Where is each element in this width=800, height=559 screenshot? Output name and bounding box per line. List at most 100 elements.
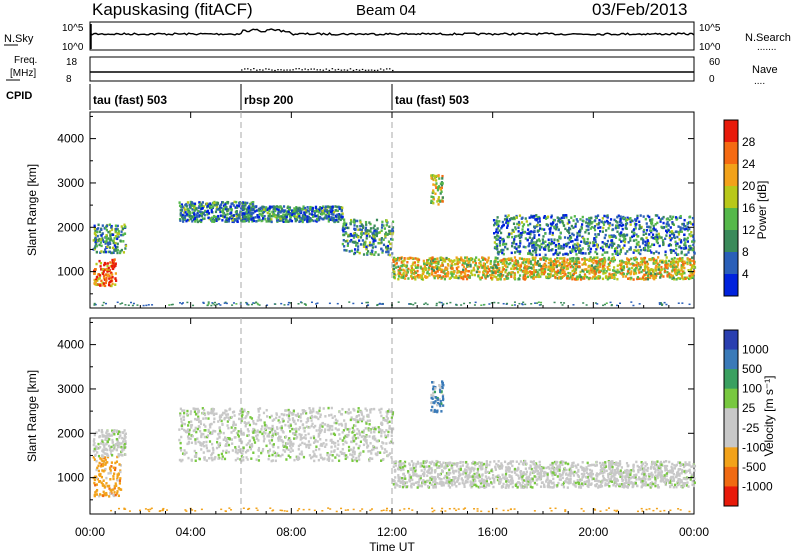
power-cell	[386, 224, 388, 227]
power-cell	[226, 303, 228, 305]
velocity-cell	[120, 453, 122, 456]
power-cell	[583, 238, 585, 241]
velocity-cell	[366, 446, 368, 449]
power-cell	[512, 242, 514, 245]
velocity-cell	[181, 427, 183, 430]
power-cell	[527, 276, 529, 279]
power-cell	[366, 252, 368, 255]
nave-dot	[347, 70, 349, 71]
velocity-cell	[386, 450, 388, 453]
power-cell	[558, 244, 560, 247]
power-cell	[514, 274, 516, 277]
power-cell	[635, 272, 637, 275]
velocity-cell	[285, 435, 287, 438]
power-cell	[204, 214, 206, 217]
power-cell	[675, 278, 677, 281]
power-cell	[578, 265, 580, 268]
velocity-cell	[303, 436, 305, 439]
power-cell	[460, 271, 462, 274]
power-cell	[224, 203, 226, 206]
nave-dot	[356, 69, 358, 70]
velocity-cell	[103, 460, 105, 463]
velocity-cell	[303, 430, 305, 433]
velocity-cell	[330, 450, 332, 453]
power-cell	[507, 277, 509, 280]
power-cell	[209, 202, 211, 205]
power-cell	[508, 257, 510, 260]
velocity-cell	[95, 490, 97, 493]
power-cell	[446, 273, 448, 276]
velocity-cell	[312, 450, 314, 453]
power-cell	[669, 215, 671, 218]
power-cell	[151, 304, 153, 306]
power-cell	[383, 244, 385, 247]
power-cell	[619, 303, 621, 305]
power-cell	[598, 222, 600, 225]
power-cell	[564, 236, 566, 239]
power-cell	[557, 260, 559, 263]
power-cell	[309, 208, 311, 211]
power-cell	[393, 276, 395, 279]
power-cell	[206, 305, 208, 307]
power-cell	[511, 252, 513, 255]
power-cell	[464, 270, 466, 273]
power-cell	[547, 216, 549, 219]
power-cell	[655, 238, 657, 241]
velocity-cell	[190, 410, 192, 413]
power-cell	[342, 243, 344, 246]
power-cell	[411, 257, 413, 260]
power-cell	[671, 258, 673, 261]
power-cell	[666, 256, 668, 259]
power-cell	[635, 246, 637, 249]
nave-dot	[380, 68, 382, 69]
power-cell	[330, 211, 332, 214]
power-cell	[664, 238, 666, 241]
velocity-cell	[93, 438, 95, 441]
power-cell	[563, 260, 565, 263]
power-cell	[409, 303, 411, 305]
power-cell	[122, 234, 124, 237]
power-cell	[332, 217, 334, 220]
power-cell	[597, 233, 599, 236]
power-cell	[496, 247, 498, 250]
power-cell	[232, 219, 234, 222]
power-cell	[598, 219, 600, 222]
velocity-cell	[295, 423, 297, 426]
power-cell	[533, 269, 535, 272]
power-cell	[665, 225, 667, 228]
velocity-cell	[181, 422, 183, 425]
power-cell	[680, 227, 682, 230]
power-cell	[538, 301, 540, 303]
nave-dot	[371, 69, 373, 70]
power-cell	[588, 219, 590, 222]
power-cell	[120, 234, 122, 237]
velocity-cell	[112, 446, 114, 449]
power-cell	[280, 206, 282, 209]
velocity-cell	[118, 430, 120, 433]
nave-dot	[295, 68, 297, 69]
power-cell	[114, 244, 116, 247]
power-cell	[596, 246, 598, 249]
velocity-cell	[251, 443, 253, 446]
power-cell	[651, 218, 653, 221]
power-cell	[540, 265, 542, 268]
power-cell	[540, 258, 542, 261]
power-cell	[557, 269, 559, 272]
power-cell	[393, 268, 395, 271]
velocity-cell	[94, 455, 96, 458]
power-cell	[527, 224, 529, 227]
power-cell	[225, 206, 227, 209]
power-cell	[616, 216, 618, 219]
power-cell	[692, 217, 694, 220]
power-cell	[313, 210, 315, 213]
power-cell	[438, 177, 440, 180]
velocity-cell	[223, 418, 225, 421]
power-cell	[494, 241, 496, 244]
velocity-cell	[320, 413, 322, 416]
power-cell	[643, 229, 645, 232]
power-cell	[99, 284, 101, 287]
power-cell	[391, 238, 393, 241]
velocity-cell	[331, 428, 333, 431]
power-cell	[316, 218, 318, 221]
power-cell	[426, 276, 428, 279]
